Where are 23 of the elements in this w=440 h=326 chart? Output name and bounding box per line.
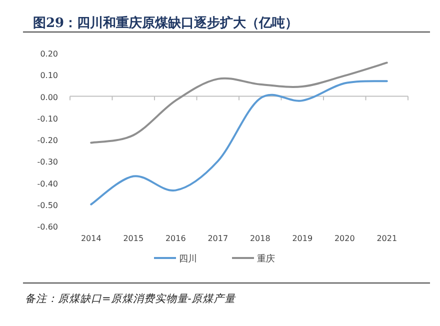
text: 备注：原煤缺口=原煤消费实物量-原煤产量 <box>25 293 236 305</box>
x-tick-label: 2018 <box>250 234 270 243</box>
y-tick-label: -0.20 <box>37 136 58 145</box>
x-tick-label: 2021 <box>376 234 398 243</box>
x-tick-label: 2017 <box>208 234 228 243</box>
y-tick-label: -0.10 <box>37 114 58 124</box>
y-tick-label: -0.40 <box>37 179 58 188</box>
line-series <box>90 80 388 206</box>
y-tick-label: 0.20 <box>40 50 58 58</box>
line-series <box>90 62 388 144</box>
chart-title: 图29：四川和重庆原煤缺口逐步扩大（亿吨） <box>33 15 298 31</box>
x-tick-label: 2015 <box>123 234 144 243</box>
x-tick-label: 2019 <box>292 234 313 243</box>
y-tick-label: 0.10 <box>40 71 58 80</box>
y-tick-label: -0.60 <box>37 222 58 232</box>
x-tick-label: 2020 <box>334 234 355 243</box>
y-tick-label: -0.50 <box>37 200 58 210</box>
legend-label: 四川 <box>179 254 197 264</box>
x-tick-label: 2014 <box>80 234 102 243</box>
x-tick-label: 2016 <box>165 234 186 243</box>
legend-label: 重庆 <box>257 254 275 264</box>
y-tick-label: 0.00 <box>40 92 58 102</box>
y-tick-label: -0.30 <box>37 158 58 167</box>
